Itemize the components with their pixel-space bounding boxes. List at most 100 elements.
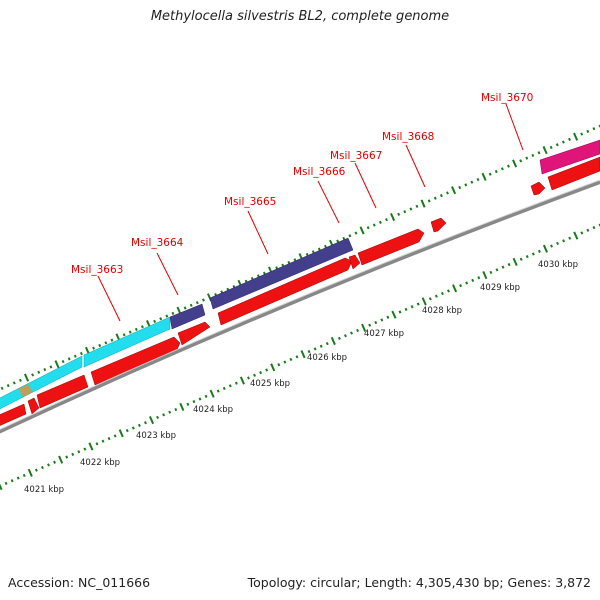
- outer-minor-tick: [153, 319, 157, 323]
- scale-minor-tick: [186, 402, 190, 406]
- gene-red-3[interactable]: [36, 374, 89, 409]
- scale-minor-tick: [447, 289, 450, 293]
- gene-red-4[interactable]: [90, 336, 181, 386]
- outer-major-tick: [420, 199, 426, 208]
- tick-label-4022: 4022 kbp: [80, 458, 120, 468]
- locus-label-msil-3664[interactable]: Msil_3664: [131, 237, 184, 249]
- scale-minor-tick: [253, 373, 256, 377]
- outer-minor-tick: [73, 354, 77, 358]
- scale-minor-tick: [507, 262, 511, 267]
- scale-minor-tick: [101, 439, 105, 443]
- scale-minor-tick: [307, 349, 311, 354]
- scale-minor-tick: [198, 397, 202, 401]
- scale-minor-tick: [53, 460, 56, 464]
- outer-minor-tick: [470, 180, 474, 184]
- scale-major-tick: [58, 455, 64, 464]
- scale-minor-tick: [174, 407, 178, 412]
- outer-minor-tick: [415, 204, 419, 208]
- outer-minor-tick: [378, 220, 382, 224]
- gene-red-5[interactable]: [177, 321, 211, 346]
- locus-label-msil-3670[interactable]: Msil_3670: [481, 92, 533, 104]
- scale-minor-tick: [283, 360, 287, 364]
- scale-minor-tick: [562, 239, 566, 243]
- outer-minor-tick: [134, 327, 138, 332]
- scale-major-tick: [209, 389, 215, 398]
- gene-cyan-1[interactable]: [0, 355, 83, 414]
- outer-minor-tick: [183, 306, 187, 310]
- locus-label-msil-3668[interactable]: Msil_3668: [382, 131, 434, 143]
- gene-magenta-msil-3670[interactable]: [539, 139, 600, 175]
- scale-minor-tick: [556, 241, 560, 246]
- gene-red-msil-3667[interactable]: [357, 228, 425, 266]
- outer-minor-tick: [354, 231, 358, 235]
- gene-indigo-msil-3665[interactable]: [209, 237, 354, 310]
- scale-minor-tick: [125, 429, 129, 433]
- scale-minor-tick: [234, 381, 238, 385]
- locus-label-msil-3663[interactable]: Msil_3663: [71, 264, 123, 276]
- locus-label-msil-3665[interactable]: Msil_3665: [224, 196, 276, 208]
- outer-minor-tick: [531, 153, 535, 158]
- gene-indigo-msil-3664[interactable]: [169, 303, 206, 330]
- outer-minor-tick: [342, 236, 346, 241]
- scale-minor-tick: [65, 455, 69, 459]
- gene-red-msil-3670[interactable]: [530, 181, 546, 196]
- scale-minor-tick: [459, 284, 463, 288]
- outer-minor-tick: [311, 250, 315, 254]
- scale-minor-tick: [350, 331, 353, 335]
- scale-minor-tick: [416, 302, 420, 306]
- scale-major-tick: [361, 323, 367, 332]
- outer-minor-tick: [92, 346, 96, 350]
- outer-minor-tick: [165, 314, 169, 318]
- outer-minor-tick: [549, 145, 553, 150]
- gene-red-msil-3668[interactable]: [430, 217, 447, 233]
- gene-red-8[interactable]: [547, 156, 600, 191]
- locus-label-msil-3666[interactable]: Msil_3666: [293, 166, 346, 178]
- gene-red-2[interactable]: [27, 397, 40, 415]
- scale-minor-tick: [380, 318, 384, 322]
- outer-minor-tick: [189, 303, 193, 307]
- scale-minor-tick: [501, 265, 505, 269]
- outer-minor-tick: [317, 247, 321, 251]
- outer-minor-tick: [201, 298, 205, 302]
- scale-minor-tick: [531, 252, 535, 256]
- outer-major-tick: [390, 212, 396, 222]
- scale-minor-tick: [22, 473, 26, 478]
- gene-red-6[interactable]: [217, 257, 353, 326]
- scale-major-tick: [300, 350, 306, 359]
- scale-minor-tick: [77, 450, 81, 454]
- scale-minor-tick: [83, 447, 87, 451]
- outer-minor-tick: [37, 370, 41, 374]
- outer-minor-tick: [293, 258, 297, 262]
- outer-major-tick: [573, 132, 579, 141]
- outer-minor-tick: [555, 143, 559, 147]
- outer-minor-tick: [458, 185, 462, 190]
- outer-major-tick: [54, 360, 60, 369]
- gene-red-7[interactable]: [348, 254, 361, 270]
- gene-track-lower: [0, 156, 600, 430]
- scale-minor-tick: [568, 236, 572, 240]
- outer-minor-tick: [525, 156, 529, 160]
- scale-minor-tick: [356, 328, 360, 333]
- scale-minor-tick: [34, 468, 38, 472]
- outer-major-tick: [23, 373, 30, 382]
- scale-minor-tick: [586, 228, 590, 232]
- scale-minor-tick: [277, 363, 281, 367]
- outer-minor-tick: [586, 129, 590, 133]
- locus-label-msil-3667[interactable]: Msil_3667: [330, 150, 382, 162]
- scale-minor-tick: [313, 347, 317, 351]
- inner-tick-track: [0, 223, 600, 491]
- scale-minor-tick: [495, 268, 499, 272]
- outer-minor-tick: [409, 207, 413, 211]
- scale-minor-tick: [289, 357, 293, 362]
- tick-label-4026: 4026 kbp: [307, 353, 347, 363]
- scale-major-tick: [118, 429, 124, 438]
- outer-minor-tick: [537, 151, 541, 155]
- gene-tan[interactable]: [18, 384, 33, 397]
- gene-cyan-2[interactable]: [83, 316, 171, 368]
- gene-red-1[interactable]: [0, 403, 27, 430]
- outer-minor-tick: [305, 252, 309, 257]
- outer-minor-tick: [98, 343, 102, 348]
- outer-minor-tick: [476, 177, 480, 182]
- scale-minor-tick: [368, 323, 372, 327]
